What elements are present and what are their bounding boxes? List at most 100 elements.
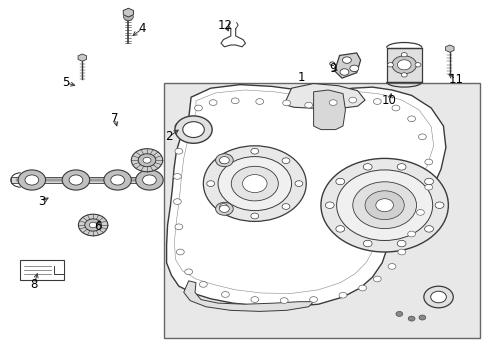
Circle shape: [350, 65, 359, 72]
Text: 7: 7: [111, 112, 119, 125]
Circle shape: [123, 13, 133, 21]
Polygon shape: [284, 84, 365, 109]
Circle shape: [25, 175, 39, 185]
Circle shape: [136, 170, 163, 190]
Circle shape: [330, 62, 335, 66]
Circle shape: [203, 146, 306, 221]
Circle shape: [339, 292, 347, 298]
Circle shape: [415, 63, 421, 67]
Circle shape: [398, 249, 406, 255]
Circle shape: [209, 100, 217, 105]
Bar: [20, 260, 64, 280]
Text: 10: 10: [382, 94, 397, 107]
Polygon shape: [445, 45, 454, 52]
Text: 4: 4: [138, 22, 146, 35]
Text: 12: 12: [218, 19, 233, 32]
Circle shape: [419, 315, 426, 320]
Polygon shape: [78, 54, 87, 61]
Circle shape: [231, 166, 278, 201]
Circle shape: [408, 231, 416, 237]
Circle shape: [365, 191, 404, 220]
Circle shape: [216, 202, 233, 215]
Circle shape: [218, 157, 292, 211]
Circle shape: [425, 159, 433, 165]
Circle shape: [363, 240, 372, 247]
Circle shape: [216, 154, 233, 167]
Circle shape: [408, 316, 415, 321]
Bar: [54, 266, 64, 274]
Text: 6: 6: [94, 220, 102, 233]
Circle shape: [251, 148, 259, 154]
Circle shape: [388, 63, 393, 67]
Circle shape: [175, 224, 183, 230]
Circle shape: [176, 249, 184, 255]
Circle shape: [424, 286, 453, 308]
Circle shape: [243, 175, 267, 193]
Circle shape: [305, 102, 313, 108]
Circle shape: [425, 184, 433, 190]
Circle shape: [220, 158, 227, 163]
Circle shape: [425, 178, 434, 185]
Circle shape: [373, 276, 381, 282]
Circle shape: [336, 226, 344, 232]
Circle shape: [104, 170, 131, 190]
Circle shape: [62, 170, 90, 190]
Circle shape: [408, 116, 416, 122]
Circle shape: [175, 148, 183, 154]
Circle shape: [396, 311, 403, 316]
Circle shape: [69, 175, 83, 185]
Circle shape: [280, 298, 288, 303]
Circle shape: [131, 149, 163, 172]
Circle shape: [340, 69, 349, 75]
Circle shape: [143, 157, 151, 163]
Circle shape: [343, 57, 351, 63]
Circle shape: [401, 53, 407, 57]
Text: 5: 5: [62, 76, 70, 89]
Circle shape: [199, 282, 207, 287]
Circle shape: [363, 163, 372, 170]
Circle shape: [175, 123, 183, 129]
Circle shape: [220, 205, 229, 212]
Polygon shape: [314, 90, 345, 130]
Circle shape: [89, 222, 97, 228]
Circle shape: [425, 226, 434, 232]
Circle shape: [173, 174, 181, 179]
Circle shape: [392, 56, 416, 74]
Circle shape: [388, 264, 396, 269]
Circle shape: [325, 202, 334, 208]
Text: 8: 8: [30, 278, 38, 291]
Text: 9: 9: [329, 62, 337, 75]
Polygon shape: [335, 53, 361, 78]
Circle shape: [111, 175, 124, 185]
Circle shape: [283, 100, 291, 106]
Circle shape: [310, 297, 318, 302]
Circle shape: [337, 170, 433, 240]
Circle shape: [295, 181, 303, 186]
Circle shape: [282, 204, 290, 210]
Polygon shape: [123, 8, 133, 17]
Polygon shape: [167, 85, 446, 307]
Circle shape: [416, 210, 424, 215]
Circle shape: [431, 291, 446, 303]
Circle shape: [321, 158, 448, 252]
Circle shape: [418, 134, 426, 140]
Circle shape: [397, 60, 411, 70]
Circle shape: [251, 213, 259, 219]
Circle shape: [401, 73, 407, 77]
Polygon shape: [184, 281, 314, 311]
Circle shape: [175, 116, 212, 143]
Circle shape: [397, 163, 406, 170]
Circle shape: [282, 158, 290, 163]
Circle shape: [373, 99, 381, 104]
Circle shape: [78, 214, 108, 236]
Circle shape: [376, 199, 393, 212]
Circle shape: [183, 122, 204, 138]
Circle shape: [349, 97, 357, 103]
Circle shape: [185, 269, 193, 275]
Circle shape: [231, 98, 239, 104]
Text: 3: 3: [38, 195, 46, 208]
Circle shape: [220, 204, 227, 210]
Text: 11: 11: [448, 73, 463, 86]
Circle shape: [195, 105, 202, 111]
Circle shape: [256, 99, 264, 104]
